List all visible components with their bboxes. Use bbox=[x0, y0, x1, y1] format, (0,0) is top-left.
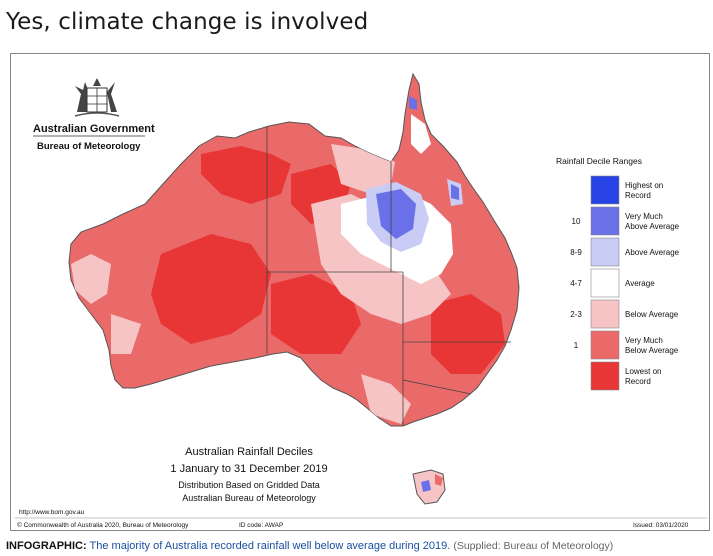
legend-range: 4-7 bbox=[570, 279, 582, 288]
map-canvas: Australian Government Bureau of Meteorol… bbox=[15, 72, 707, 529]
legend-title: Rainfall Decile Ranges bbox=[556, 156, 642, 166]
legend-swatch bbox=[590, 206, 620, 236]
legend-label: Highest on bbox=[625, 181, 663, 190]
legend-label: Lowest on bbox=[625, 367, 661, 376]
legend-swatch bbox=[590, 268, 620, 298]
headline: Yes, climate change is involved bbox=[6, 9, 369, 35]
legend: Rainfall Decile Ranges Highest onRecord1… bbox=[556, 156, 680, 391]
legend-label: Below Average bbox=[625, 346, 679, 355]
legend-label: Very Much bbox=[625, 336, 663, 345]
legend-label: Below Average bbox=[625, 310, 679, 319]
legend-swatch bbox=[590, 330, 620, 360]
tasmania bbox=[412, 469, 446, 505]
caption-source: (Supplied: Bureau of Meteorology) bbox=[453, 540, 614, 552]
australia-mainland bbox=[68, 72, 520, 427]
map-title-line3: Distribution Based on Gridded Data bbox=[178, 480, 320, 490]
coat-of-arms-icon bbox=[74, 78, 120, 117]
legend-item: 4-7 Average bbox=[570, 268, 655, 298]
footer-copyright: © Commonwealth of Australia 2020, Bureau… bbox=[17, 521, 189, 529]
legend-label: Above Average bbox=[625, 248, 680, 257]
legend-label: Record bbox=[625, 191, 651, 200]
logo-bureau: Bureau of Meteorology bbox=[37, 141, 141, 152]
caption-prefix: INFOGRAPHIC: bbox=[6, 540, 87, 552]
legend-item: 2-3 Below Average bbox=[570, 299, 679, 329]
legend-range: 1 bbox=[574, 341, 579, 350]
legend-item: 8-9 Above Average bbox=[570, 237, 680, 267]
legend-label: Above Average bbox=[625, 222, 680, 231]
footer-id-code: ID code: AWAP bbox=[239, 522, 283, 529]
logo-org: Australian Government bbox=[33, 123, 155, 135]
rainfall-deciles-map: Australian Government Bureau of Meteorol… bbox=[10, 53, 710, 531]
legend-range: 10 bbox=[572, 217, 581, 226]
legend-label: Very Much bbox=[625, 212, 663, 221]
caption-text[interactable]: The majority of Australia recorded rainf… bbox=[89, 540, 451, 552]
legend-swatch bbox=[590, 175, 620, 205]
legend-range: 8-9 bbox=[570, 248, 582, 257]
legend-swatch bbox=[590, 237, 620, 267]
footer-issued: Issued: 03/01/2020 bbox=[633, 522, 689, 529]
legend-label: Average bbox=[625, 279, 655, 288]
legend-swatch bbox=[590, 299, 620, 329]
map-title-line2: 1 January to 31 December 2019 bbox=[170, 463, 327, 475]
footer-url: http://www.bom.gov.au bbox=[19, 509, 85, 516]
caption: INFOGRAPHIC: The majority of Australia r… bbox=[6, 540, 711, 552]
legend-label: Record bbox=[625, 377, 651, 386]
map-title-line4: Australian Bureau of Meteorology bbox=[182, 493, 316, 503]
legend-swatch bbox=[590, 361, 620, 391]
map-title-line1: Australian Rainfall Deciles bbox=[185, 446, 313, 458]
legend-range: 2-3 bbox=[570, 310, 582, 319]
